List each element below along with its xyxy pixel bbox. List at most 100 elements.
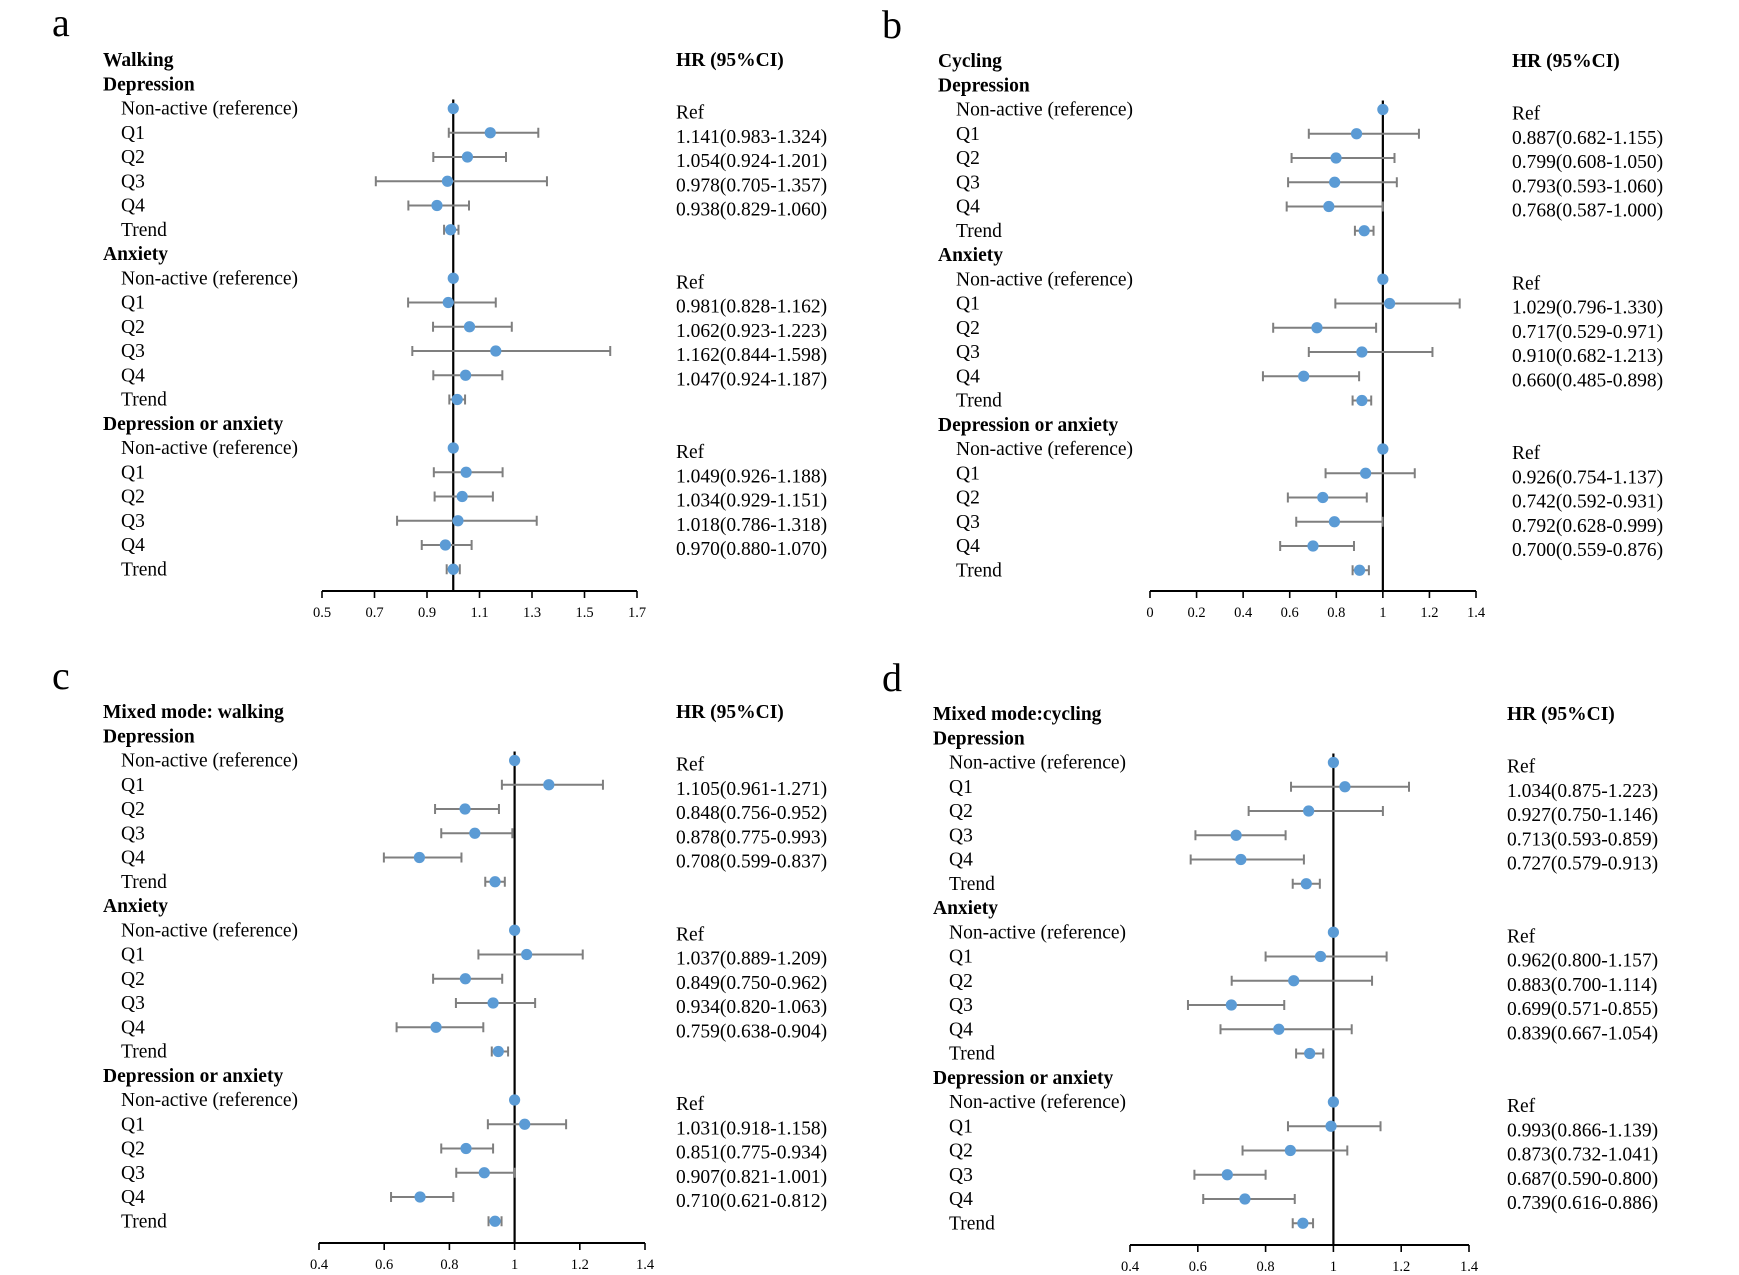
- row-label: Q1: [956, 463, 980, 484]
- row-label: Q3: [121, 993, 145, 1014]
- row-label: Trend: [949, 874, 995, 895]
- x-tick-label: 1.4: [1467, 605, 1486, 621]
- hr-point-marker: [463, 321, 476, 333]
- x-tick-label: 0.4: [310, 1257, 329, 1273]
- hr-point-marker: [519, 1118, 531, 1130]
- x-tick-label: 1: [1330, 1259, 1337, 1275]
- row-label: Q2: [121, 969, 145, 990]
- hr-point-marker: [1356, 346, 1368, 358]
- hr-point-marker: [1339, 781, 1351, 793]
- hr-ci-text: 0.699(0.571-0.855): [1507, 999, 1658, 1020]
- row-label: Q4: [956, 197, 980, 218]
- hr-point-marker: [1235, 853, 1247, 866]
- group-heading: Anxiety: [933, 898, 998, 919]
- hr-ci-text: Ref: [1507, 1096, 1536, 1117]
- hr-ci-text: Ref: [1507, 926, 1536, 947]
- row-label: Q1: [956, 294, 980, 315]
- hr-point-marker: [439, 539, 451, 551]
- hr-point-marker: [490, 345, 502, 357]
- hr-ci-text: 0.708(0.599-0.837): [676, 852, 827, 873]
- hr-point-marker: [469, 827, 481, 839]
- hr-point-marker: [1329, 176, 1341, 188]
- hr-point-marker: [1303, 805, 1315, 817]
- group-heading: Anxiety: [103, 896, 168, 917]
- hr-point-marker: [1317, 491, 1329, 504]
- row-label: Q3: [121, 341, 145, 362]
- row-label: Q2: [121, 317, 145, 338]
- x-tick-label: 0.4: [1121, 1259, 1140, 1275]
- row-label: Q4: [121, 196, 145, 217]
- hr-ci-text: 0.700(0.559-0.876): [1512, 540, 1663, 561]
- hr-point-marker: [1298, 370, 1310, 382]
- row-label: Non-active (reference): [121, 920, 298, 941]
- hr-point-marker: [459, 803, 471, 815]
- row-label: Q1: [949, 1116, 973, 1137]
- x-tick-label: 1.7: [628, 605, 646, 621]
- hr-point-marker: [1307, 540, 1319, 552]
- panel-letter: a: [52, 0, 70, 45]
- hr-point-marker: [413, 851, 426, 864]
- hr-ci-text: 0.978(0.705-1.357): [676, 175, 827, 196]
- row-label: Q2: [956, 318, 980, 339]
- row-label: Trend: [121, 1042, 167, 1063]
- row-label: Trend: [121, 220, 167, 241]
- row-label: Q3: [121, 171, 145, 192]
- row-label: Q1: [121, 293, 145, 314]
- hr-ci-text: 0.873(0.732-1.041): [1507, 1145, 1658, 1166]
- x-tick-label: 1.3: [523, 605, 541, 621]
- panel-letter: b: [882, 2, 902, 47]
- hr-ci-text: 1.062(0.923-1.223): [676, 321, 827, 342]
- hr-point-marker: [508, 754, 521, 767]
- panel-a: a Walking HR (95%CI) Depression Non-active (…: [52, 0, 827, 621]
- row-label: Q2: [121, 147, 145, 168]
- x-tick-label: 0.9: [418, 605, 436, 621]
- hr-ci-text: Ref: [1512, 443, 1541, 464]
- hr-point-marker: [1239, 1193, 1251, 1205]
- panel-b: b Cycling HR (95%CI) Depression Non-active (…: [882, 2, 1663, 621]
- hr-point-marker: [492, 1045, 504, 1058]
- x-tick-label: 0: [1146, 605, 1153, 621]
- hr-ci-text: 0.926(0.754-1.137): [1512, 467, 1663, 488]
- row-label: Q2: [949, 801, 973, 822]
- row-label: Q3: [121, 823, 145, 844]
- hr-point-marker: [447, 563, 459, 575]
- group-heading: Depression: [938, 75, 1030, 96]
- row-label: Q3: [121, 511, 145, 532]
- row-label: Q4: [949, 1189, 973, 1210]
- group-heading: Depression or anxiety: [938, 415, 1118, 436]
- row-label: Q2: [121, 1139, 145, 1160]
- hr-ci-text: 0.927(0.750-1.146): [1507, 805, 1658, 826]
- row-label: Q3: [949, 995, 973, 1016]
- x-tick-label: 0.5: [313, 605, 331, 621]
- row-label: Q3: [956, 172, 980, 193]
- hr-ci-text: Ref: [1512, 273, 1541, 294]
- hr-ci-text: 1.034(0.929-1.151): [676, 491, 827, 512]
- x-tick-label: 1.2: [1420, 605, 1438, 621]
- hr-point-marker: [521, 948, 533, 961]
- hr-point-marker: [461, 151, 474, 163]
- hr-point-marker: [1350, 128, 1363, 140]
- x-tick-label: 0.6: [1281, 605, 1299, 621]
- hr-ci-text: 1.054(0.924-1.201): [676, 151, 827, 172]
- hr-point-marker: [445, 224, 457, 236]
- row-label: Q4: [956, 536, 980, 557]
- hr-column-header: HR (95%CI): [676, 702, 784, 723]
- hr-point-marker: [1327, 1096, 1339, 1108]
- x-tick-label: 1.4: [636, 1257, 655, 1273]
- hr-point-marker: [1221, 1169, 1233, 1181]
- hr-column-header: HR (95%CI): [1512, 51, 1620, 72]
- hr-ci-text: 1.047(0.924-1.187): [676, 369, 827, 390]
- x-tick-label: 1.4: [1460, 1259, 1479, 1275]
- x-tick-label: 0.2: [1188, 605, 1206, 621]
- hr-point-marker: [489, 876, 501, 888]
- row-label: Q4: [121, 848, 145, 869]
- hr-point-marker: [508, 1094, 521, 1106]
- row-label: Q3: [121, 1163, 145, 1184]
- row-label: Trend: [956, 560, 1002, 581]
- hr-point-marker: [1377, 103, 1389, 116]
- hr-ci-text: 0.717(0.529-0.971): [1512, 322, 1663, 343]
- hr-ci-text: 0.768(0.587-1.000): [1512, 201, 1663, 222]
- hr-ci-text: 0.887(0.682-1.155): [1512, 128, 1663, 149]
- panel-title: Walking: [103, 50, 174, 71]
- row-label: Q4: [956, 366, 980, 387]
